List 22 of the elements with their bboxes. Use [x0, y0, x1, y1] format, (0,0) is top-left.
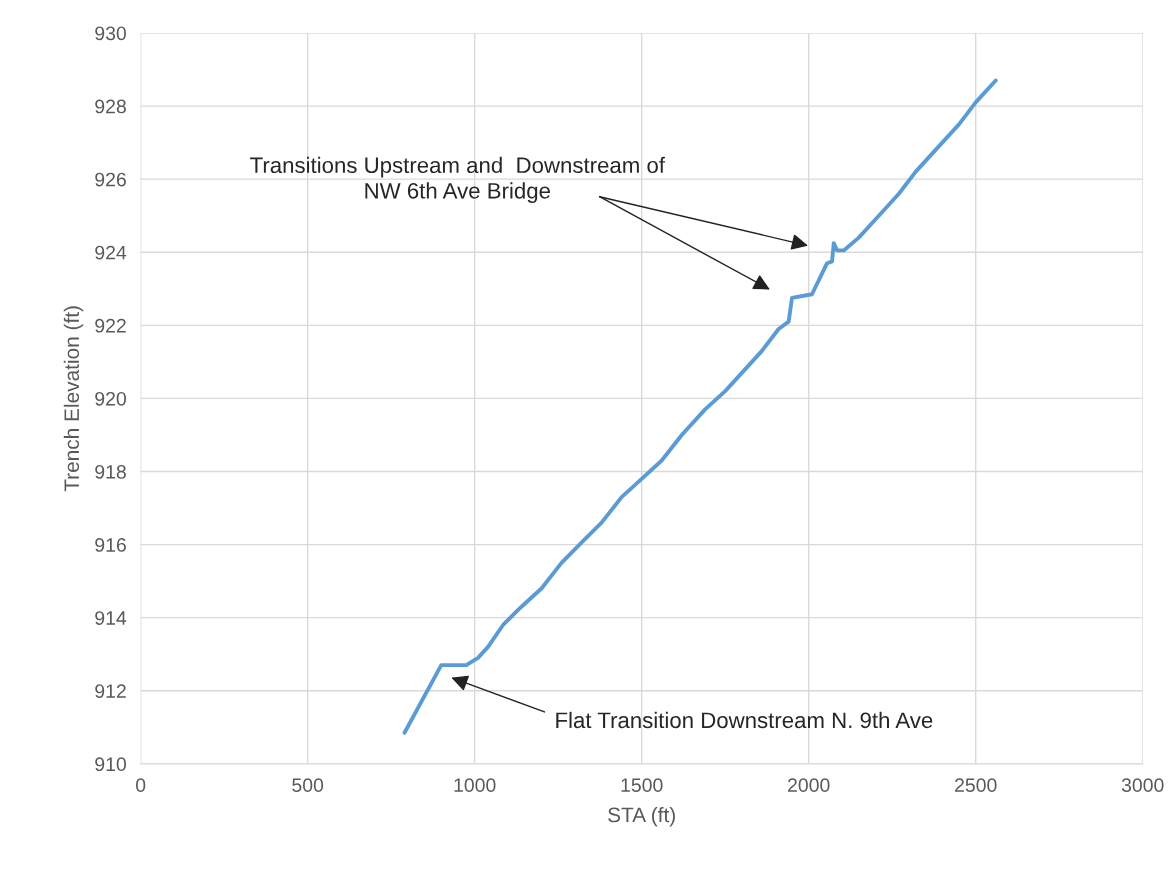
y-tick-label: 910	[95, 757, 126, 772]
y-tick-label: 922	[95, 318, 126, 333]
x-tick-label: 2500	[955, 778, 997, 793]
x-tick-label: 500	[292, 778, 324, 793]
y-tick-label: 920	[95, 391, 126, 406]
x-tick-label: 2000	[788, 778, 830, 793]
y-axis-title: Trench Elevation (ft)	[63, 306, 84, 492]
x-axis-title: STA (ft)	[608, 806, 675, 827]
y-tick-label: 928	[95, 99, 126, 114]
y-tick-label: 916	[95, 538, 126, 552]
y-tick-label: 926	[95, 172, 126, 187]
y-tick-label: 918	[95, 464, 126, 479]
annotation: Flat Transition Downstream N. 9th Ave	[556, 711, 933, 729]
x-tick-label: 1000	[454, 778, 496, 793]
y-tick-label: 914	[95, 611, 127, 625]
x-tick-label: 3000	[1121, 778, 1164, 793]
annotation: Transitions Upstream and Downstream of NW 6th Ave Bridge	[250, 156, 666, 204]
y-tick-label: 930	[95, 26, 126, 41]
y-tick-label: 924	[95, 245, 127, 260]
x-tick-label: 1500	[621, 778, 663, 793]
y-tick-label: 912	[95, 684, 126, 698]
x-tick-label: 0	[135, 778, 146, 793]
